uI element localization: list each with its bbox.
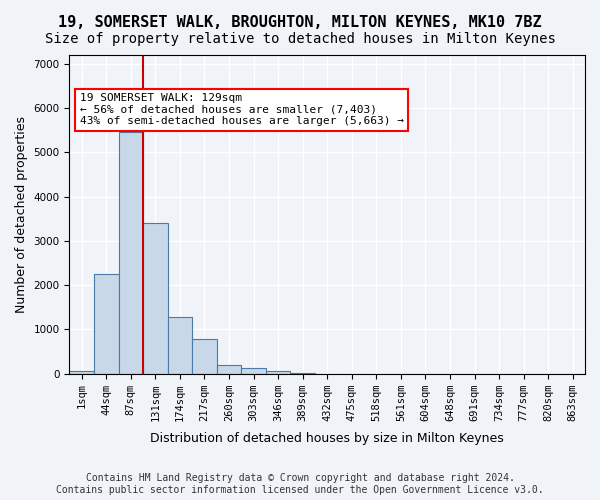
Text: Contains HM Land Registry data © Crown copyright and database right 2024.
Contai: Contains HM Land Registry data © Crown c… xyxy=(56,474,544,495)
Bar xyxy=(192,338,217,374)
Bar xyxy=(266,371,290,374)
Text: Size of property relative to detached houses in Milton Keynes: Size of property relative to detached ho… xyxy=(44,32,556,46)
Bar xyxy=(167,317,192,374)
Y-axis label: Number of detached properties: Number of detached properties xyxy=(15,116,28,313)
Text: 19, SOMERSET WALK, BROUGHTON, MILTON KEYNES, MK10 7BZ: 19, SOMERSET WALK, BROUGHTON, MILTON KEY… xyxy=(58,15,542,30)
Bar xyxy=(217,365,241,374)
X-axis label: Distribution of detached houses by size in Milton Keynes: Distribution of detached houses by size … xyxy=(151,432,504,445)
Text: 19 SOMERSET WALK: 129sqm
← 56% of detached houses are smaller (7,403)
43% of sem: 19 SOMERSET WALK: 129sqm ← 56% of detach… xyxy=(80,93,404,126)
Bar xyxy=(119,132,143,374)
Bar xyxy=(70,371,94,374)
Bar xyxy=(94,274,119,374)
Bar xyxy=(241,368,266,374)
Bar xyxy=(143,223,167,374)
